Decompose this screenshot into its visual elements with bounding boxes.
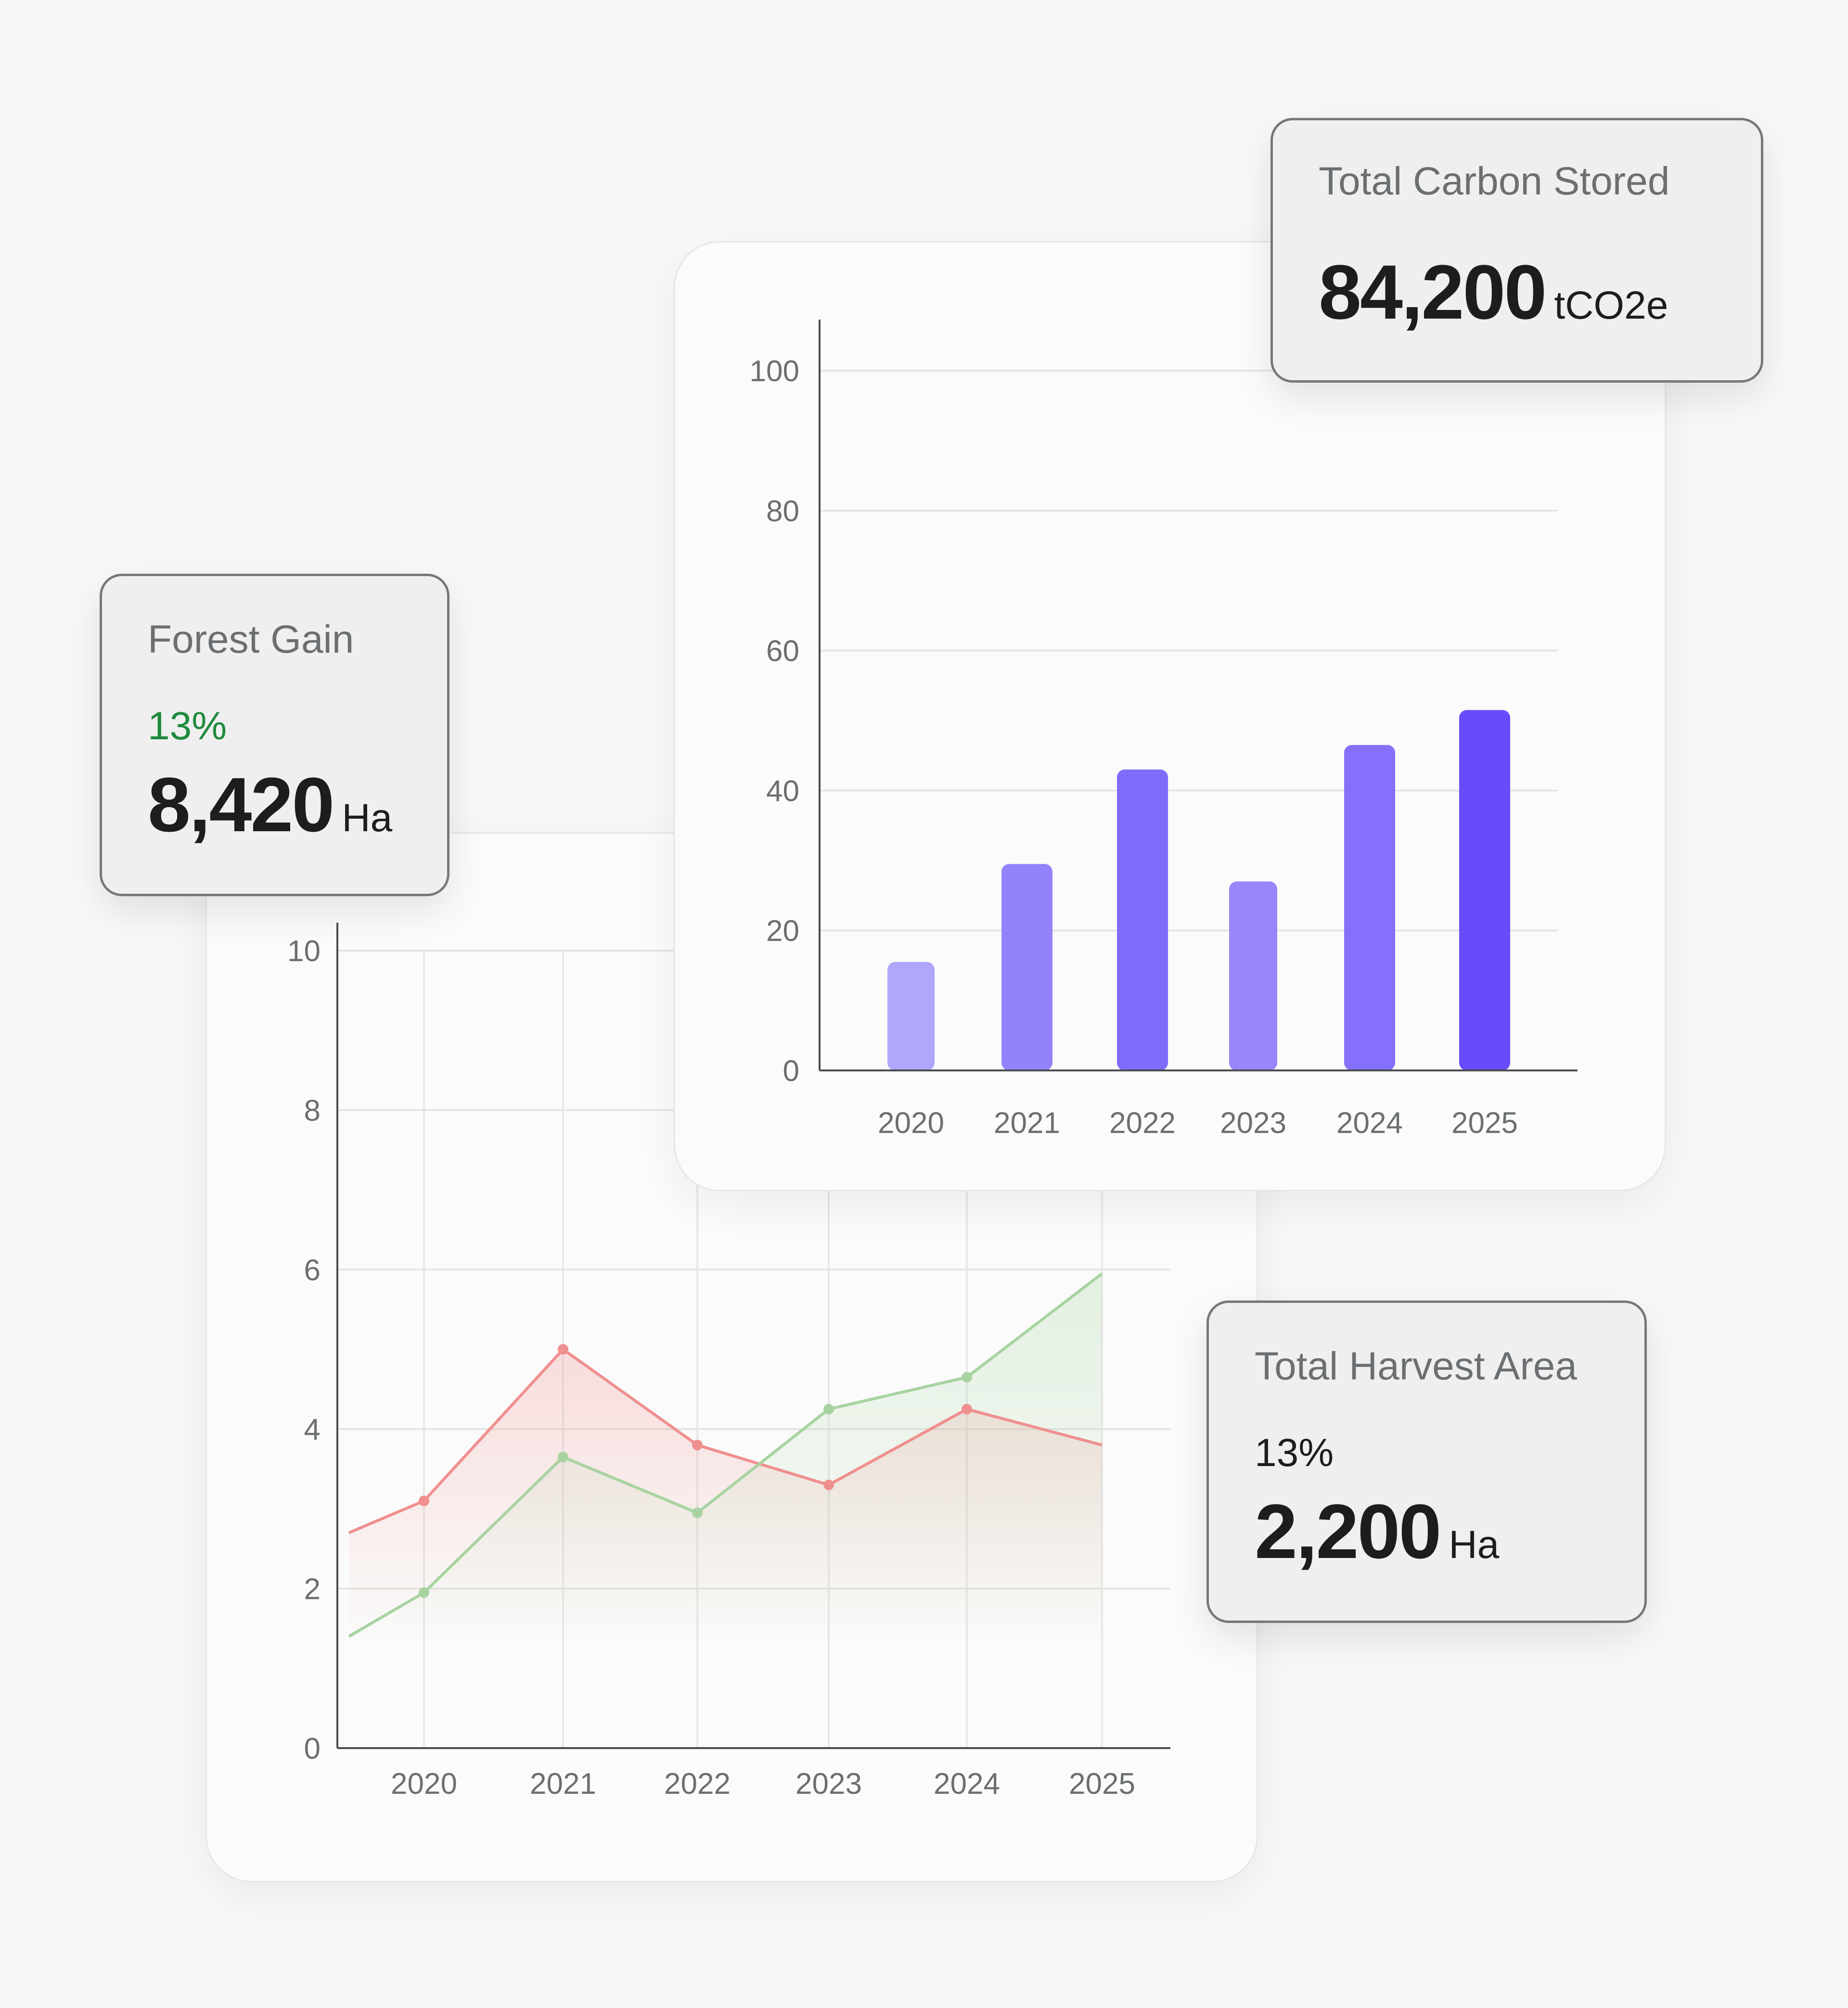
carbon-value-unit: tCO2e [1554,283,1668,327]
y-tick-label: 20 [766,914,799,948]
x-tick-label: 2025 [1069,1767,1135,1801]
y-tick-label: 8 [304,1094,321,1127]
y-tick-label: 0 [783,1055,799,1088]
x-tick-label: 2024 [934,1767,1000,1801]
forest-gain-title: Forest Gain [148,618,354,661]
data-point-2021 [558,1452,568,1463]
bar-chart: 0 20 40 60 80 100 2020 2021 2022 2023 2024 2025 [750,320,1578,1140]
bar-2021 [1001,864,1052,1070]
bar-2023 [1229,881,1277,1070]
x-tick-label: 2025 [1451,1107,1518,1140]
data-point-2020 [419,1495,429,1506]
x-tick-label: 2021 [994,1107,1060,1140]
carbon-stat-title: Total Carbon Stored [1319,159,1670,203]
data-point-2022 [692,1440,703,1451]
data-point-2023 [823,1480,834,1491]
harvest-area-change: 13% [1255,1431,1334,1475]
forest-gain-change: 13% [148,704,227,748]
data-point-2024 [962,1372,972,1383]
area-green-series [349,1274,1102,1645]
x-tick-label: 2020 [391,1767,457,1801]
harvest-value-number: 2,200 [1255,1488,1441,1574]
x-tick-label: 2021 [530,1767,596,1801]
x-tick-label: 2023 [796,1767,862,1801]
y-tick-label: 40 [766,774,799,808]
harvest-value-unit: Ha [1449,1523,1500,1567]
x-tick-label: 2022 [664,1767,731,1801]
data-point-2020 [419,1587,429,1598]
x-tick-label: 2023 [1220,1107,1286,1140]
harvest-area-title: Total Harvest Area [1255,1344,1577,1388]
x-tick-label: 2020 [878,1107,944,1140]
bar-chart-card: 0 20 40 60 80 100 2020 2021 2022 2023 2024 2025 [674,241,1666,1191]
data-point-2023 [823,1403,834,1415]
y-tick-label: 60 [766,635,799,668]
harvest-area-stat-card: Total Harvest Area 13% 2,200 Ha [1206,1300,1647,1623]
data-point-2024 [962,1403,972,1415]
bar-2024 [1344,745,1395,1070]
y-tick-label: 80 [766,495,799,528]
forest-gain-value: 8,420 Ha [148,760,392,849]
line-chart: 0 2 4 6 8 10 2020 2021 2022 2023 2024 2025 [287,923,1170,1801]
carbon-stat-value: 84,200 tCO2e [1319,248,1668,336]
carbon-value-number: 84,200 [1319,249,1547,335]
y-tick-label: 0 [304,1732,321,1765]
forest-value-unit: Ha [342,796,393,840]
y-tick-label: 6 [304,1254,321,1287]
x-tick-label: 2024 [1336,1107,1403,1140]
data-point-2021 [558,1344,568,1355]
forest-gain-stat-card: Forest Gain 13% 8,420 Ha [100,574,449,896]
bar-2020 [887,962,935,1070]
bar-2025 [1459,710,1510,1070]
y-tick-label: 4 [304,1413,321,1446]
y-tick-label: 10 [287,935,321,968]
y-tick-label: 2 [304,1573,321,1606]
harvest-area-value: 2,200 Ha [1255,1487,1499,1576]
data-point-2022 [692,1507,703,1519]
carbon-stat-card: Total Carbon Stored 84,200 tCO2e [1270,118,1763,383]
forest-value-number: 8,420 [148,761,334,848]
x-tick-label: 2022 [1109,1107,1176,1140]
y-tick-label: 100 [750,355,799,388]
bar-2022 [1117,769,1168,1070]
